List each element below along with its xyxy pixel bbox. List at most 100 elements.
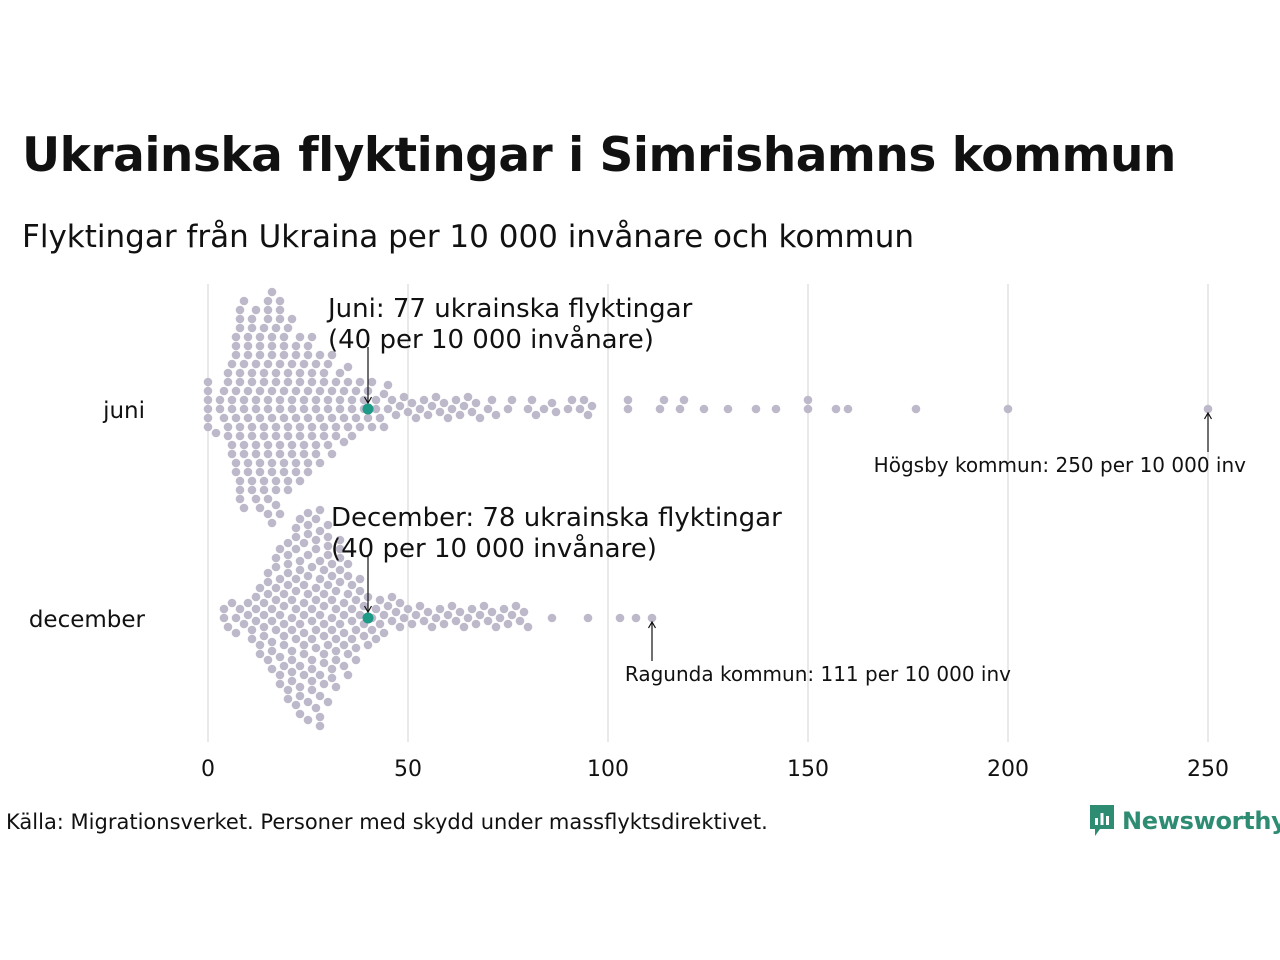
data-point: [335, 395, 345, 405]
highlight-point: [362, 612, 374, 624]
data-point: [203, 395, 213, 405]
data-point: [583, 410, 593, 420]
data-point: [267, 616, 277, 626]
data-point: [431, 392, 441, 402]
data-point: [303, 589, 313, 599]
data-point: [299, 538, 309, 548]
data-point: [283, 485, 293, 495]
data-point: [267, 332, 277, 342]
data-point: [455, 607, 465, 617]
data-point: [271, 323, 281, 333]
data-point: [547, 613, 557, 623]
data-point: [279, 458, 289, 468]
data-point: [267, 350, 277, 360]
data-point: [659, 395, 669, 405]
data-point: [355, 377, 365, 387]
data-point: [291, 523, 301, 533]
data-point: [471, 619, 481, 629]
data-point: [623, 404, 633, 414]
data-point: [371, 395, 381, 405]
data-point: [343, 670, 353, 680]
data-point: [299, 359, 309, 369]
data-point: [275, 440, 285, 450]
data-point: [303, 413, 313, 423]
data-point: [387, 616, 397, 626]
data-point: [307, 604, 317, 614]
data-point: [319, 377, 329, 387]
data-point: [295, 476, 305, 486]
x-tick-label: 150: [787, 757, 829, 782]
data-point: [247, 476, 257, 486]
data-point: [283, 422, 293, 432]
data-point: [371, 604, 381, 614]
data-point: [255, 640, 265, 650]
data-point: [203, 377, 213, 387]
data-point: [291, 634, 301, 644]
data-point: [223, 431, 233, 441]
data-point: [211, 428, 221, 438]
data-point: [319, 631, 329, 641]
data-point: [363, 413, 373, 423]
data-point: [831, 404, 841, 414]
data-point: [259, 598, 269, 608]
data-point: [299, 649, 309, 659]
data-point: [283, 550, 293, 560]
data-point: [375, 595, 385, 605]
x-tick-label: 250: [1187, 757, 1229, 782]
data-point: [387, 592, 397, 602]
data-point: [331, 646, 341, 656]
data-point: [423, 410, 433, 420]
data-point: [415, 404, 425, 414]
data-point: [299, 640, 309, 650]
data-point: [247, 625, 257, 635]
annotation-highlight-line2: (40 per 10 000 invånare): [328, 324, 654, 355]
data-point: [267, 518, 277, 528]
data-point: [519, 607, 529, 617]
data-point: [503, 404, 513, 414]
annotation-highlight-line1: December: 78 ukrainska flyktingar: [331, 503, 782, 533]
brand-logo: Newsworthy: [1088, 803, 1280, 839]
data-point: [547, 398, 557, 408]
data-point: [275, 679, 285, 689]
data-point: [699, 404, 709, 414]
data-point: [239, 404, 249, 414]
data-point: [295, 422, 305, 432]
data-point: [343, 377, 353, 387]
data-point: [283, 323, 293, 333]
data-point: [295, 661, 305, 671]
data-point: [467, 407, 477, 417]
data-point: [455, 410, 465, 420]
data-point: [259, 323, 269, 333]
data-point: [247, 431, 257, 441]
data-point: [327, 571, 337, 581]
data-point: [271, 595, 281, 605]
annotation-outlier: Ragunda kommun: 111 per 10 000 inv: [625, 662, 1011, 686]
data-point: [335, 368, 345, 378]
data-point: [247, 634, 257, 644]
data-point: [263, 359, 273, 369]
data-point: [259, 631, 269, 641]
data-point: [319, 368, 329, 378]
data-point: [203, 413, 213, 423]
data-point: [275, 670, 285, 680]
data-point: [243, 458, 253, 468]
data-point: [567, 395, 577, 405]
data-point: [395, 622, 405, 632]
data-point: [327, 613, 337, 623]
data-point: [299, 610, 309, 620]
data-point: [283, 431, 293, 441]
data-point: [323, 520, 333, 530]
data-point: [443, 610, 453, 620]
data-point: [315, 610, 325, 620]
data-point: [339, 628, 349, 638]
data-point: [315, 350, 325, 360]
brand-name: Newsworthy: [1122, 807, 1280, 835]
data-point: [283, 685, 293, 695]
data-point: [279, 631, 289, 641]
data-point: [459, 401, 469, 411]
data-point: [243, 386, 253, 396]
data-point: [447, 601, 457, 611]
data-point: [263, 568, 273, 578]
data-point: [323, 404, 333, 414]
